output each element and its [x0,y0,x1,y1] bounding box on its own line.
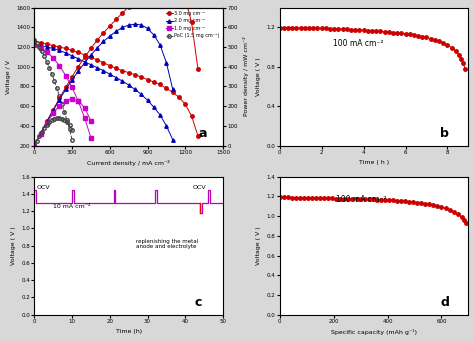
X-axis label: Time (h): Time (h) [116,329,142,335]
Text: OCV: OCV [36,185,50,190]
Text: replenishing the metal
anode and electrolyte: replenishing the metal anode and electro… [136,239,199,250]
Legend: 3.0 mg cm⁻², 2.0 mg cm⁻², 1.0 mg cm⁻², PoC (1.5 mg cm⁻²): 3.0 mg cm⁻², 2.0 mg cm⁻², 1.0 mg cm⁻², P… [164,10,220,39]
Y-axis label: Power density / mW cm⁻²: Power density / mW cm⁻² [243,37,249,117]
Y-axis label: Voltage ( V ): Voltage ( V ) [256,57,261,96]
X-axis label: Current density / mA cm⁻²: Current density / mA cm⁻² [87,160,170,166]
Text: 10 mA cm⁻²: 10 mA cm⁻² [53,204,91,209]
Text: b: b [440,127,449,140]
Text: 100 mA cm⁻²: 100 mA cm⁻² [337,194,387,204]
X-axis label: Time ( h ): Time ( h ) [359,160,389,165]
Y-axis label: Voltage ( V ): Voltage ( V ) [256,226,261,265]
Y-axis label: Voltage / V: Voltage / V [6,60,10,93]
Text: a: a [199,127,207,140]
X-axis label: Specific capacity (mAh g⁻¹): Specific capacity (mAh g⁻¹) [331,329,417,336]
Text: 100 mA cm⁻²: 100 mA cm⁻² [333,39,383,48]
Text: OCV: OCV [193,185,207,190]
Y-axis label: Voltage ( V ): Voltage ( V ) [11,226,16,265]
Text: c: c [195,296,202,309]
Text: d: d [440,296,449,309]
